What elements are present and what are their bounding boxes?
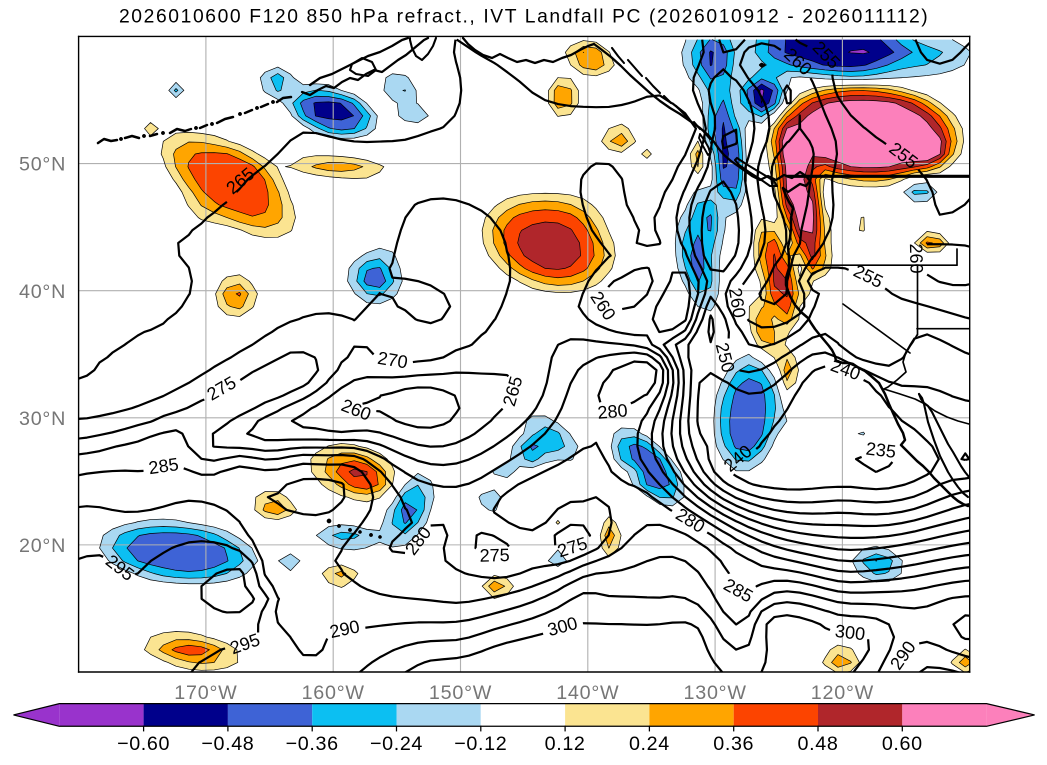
svg-text:0.36: 0.36 [713,733,754,755]
svg-text:−0.24: −0.24 [370,733,423,755]
svg-text:0.24: 0.24 [629,733,670,755]
svg-text:150°W: 150°W [429,682,492,704]
svg-text:130°W: 130°W [683,682,746,704]
svg-text:40°N: 40°N [19,281,66,303]
svg-text:260: 260 [725,286,750,319]
svg-text:235: 235 [865,438,897,461]
svg-text:260: 260 [906,243,927,274]
svg-text:300: 300 [834,621,866,644]
svg-text:30°N: 30°N [19,408,66,430]
svg-text:2026010600 F120 850 hPa refrac: 2026010600 F120 850 hPa refract., IVT La… [119,7,929,28]
svg-text:120°W: 120°W [811,682,874,704]
svg-text:170°W: 170°W [174,682,237,704]
svg-text:140°W: 140°W [556,682,619,704]
svg-text:270: 270 [376,348,409,373]
svg-text:−0.60: −0.60 [117,733,170,755]
svg-text:−0.48: −0.48 [201,733,254,755]
svg-text:20°N: 20°N [19,535,66,557]
svg-text:50°N: 50°N [19,154,66,176]
svg-text:0.60: 0.60 [882,733,923,755]
svg-text:280: 280 [597,400,629,422]
svg-text:275: 275 [479,545,510,566]
svg-text:285: 285 [147,454,180,478]
svg-text:0.48: 0.48 [798,733,839,755]
svg-text:−0.12: −0.12 [454,733,507,755]
svg-text:160°W: 160°W [302,682,365,704]
svg-text:0.12: 0.12 [545,733,586,755]
svg-text:−0.36: −0.36 [286,733,339,755]
